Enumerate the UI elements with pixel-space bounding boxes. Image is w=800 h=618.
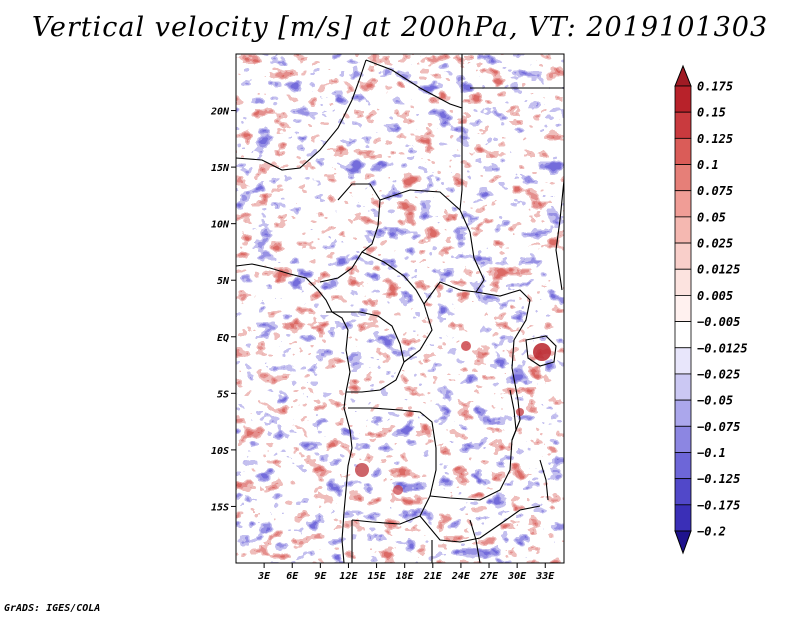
colorbar-label: −0.025	[697, 367, 740, 381]
border-2	[365, 59, 463, 211]
y-tick-label: 15S	[211, 502, 229, 513]
colorbar-label: 0.075	[697, 184, 733, 198]
y-tick-label: 5S	[217, 389, 229, 400]
map-boundaries	[236, 54, 564, 563]
colorbar-label: 0.025	[697, 237, 733, 251]
x-tick-label: 6E	[286, 571, 299, 582]
x-tick-label: 15E	[368, 571, 387, 582]
colorbar: 0.175 0.15 0.125 0.1 0.075 0.05 0.025 0.0125 0.0…	[674, 64, 748, 555]
border-9	[403, 303, 433, 363]
x-tick-label: 27E	[479, 571, 499, 582]
colorbar-swatch	[674, 242, 692, 270]
border-8	[326, 311, 405, 393]
colorbar-label: 0.15	[697, 106, 726, 120]
colorbar-swatch	[674, 216, 692, 244]
border-15	[469, 519, 481, 563]
colorbar-swatch	[674, 295, 692, 322]
colorbar-swatch	[674, 190, 692, 218]
colorbar-label: 0.005	[697, 289, 733, 303]
y-tick-label: 20N	[210, 107, 230, 118]
colorbar-label: 0.175	[697, 80, 733, 94]
border-6	[379, 189, 485, 293]
border-5	[319, 183, 381, 283]
colorbar-swatch	[674, 85, 692, 113]
colorbar-swatch	[674, 321, 692, 349]
strong-updraft-spots	[355, 341, 551, 495]
y-axis: 20N 15N 10N 5N EQ 5S 10S 15S	[210, 107, 236, 513]
x-tick-label: 9E	[314, 571, 327, 582]
colorbar-label: −0.1	[697, 446, 726, 460]
y-tick-label: 10N	[211, 220, 230, 231]
chart-title: Vertical velocity [m/s] at 200hPa, VT: 2…	[31, 12, 769, 43]
x-tick-label: 24E	[451, 571, 471, 582]
colorbar-swatch	[674, 347, 692, 375]
grads-credit: GrADS: IGES/COLA	[4, 603, 101, 614]
x-tick-label: 3E	[257, 571, 271, 582]
border-1	[236, 59, 367, 171]
y-tick-label: 5N	[217, 276, 230, 287]
colorbar-top-arrow	[674, 64, 692, 87]
vertical-velocity-field	[236, 54, 564, 563]
coastline-east	[555, 179, 564, 291]
colorbar-label: −0.125	[697, 472, 740, 486]
map-frame	[235, 53, 565, 564]
colorbar-label: 0.0125	[697, 263, 740, 277]
x-tick-label: 18E	[396, 571, 415, 582]
border-7	[361, 251, 531, 306]
colorbar-swatch	[674, 111, 692, 139]
lake-tanganyika	[509, 389, 517, 441]
colorbar-swatch	[674, 452, 692, 480]
colorbar-swatch	[674, 164, 692, 192]
colorbar-bottom-arrow	[674, 530, 692, 555]
colorbar-swatch	[674, 137, 692, 165]
y-tick-label: 10S	[211, 446, 229, 457]
colorbar-label: −0.175	[697, 498, 740, 512]
colorbar-swatch	[674, 373, 692, 401]
colorbar-swatch	[674, 268, 692, 296]
colorbar-swatch	[674, 504, 692, 532]
colorbar-swatch	[674, 425, 692, 453]
colorbar-swatch	[674, 399, 692, 427]
colorbar-label: −0.005	[697, 315, 740, 329]
colorbar-label: −0.2	[697, 525, 726, 539]
border-11	[348, 407, 437, 525]
colorbar-label: 0.125	[697, 132, 733, 146]
x-axis: 3E 6E 9E 12E 15E 18E 21E 24E 27E 30E 33E	[257, 563, 555, 582]
y-tick-label: 15N	[211, 163, 230, 174]
lake-victoria	[525, 335, 557, 367]
colorbar-label: −0.0125	[697, 341, 748, 355]
border-12	[419, 505, 541, 543]
map-panel	[235, 53, 565, 564]
colorbar-label: −0.05	[697, 394, 733, 408]
x-tick-label: 21E	[423, 571, 443, 582]
colorbar-label: −0.075	[697, 420, 740, 434]
lake-malawi	[539, 459, 549, 501]
coastline-west-africa	[236, 263, 353, 563]
x-tick-label: 12E	[339, 571, 358, 582]
colorbar-swatch	[674, 478, 692, 506]
colorbar-label: 0.05	[697, 210, 726, 224]
x-tick-label: 30E	[507, 571, 527, 582]
y-tick-label: EQ	[217, 333, 229, 344]
colorbar-label: 0.1	[697, 158, 719, 172]
x-tick-label: 33E	[535, 571, 555, 582]
